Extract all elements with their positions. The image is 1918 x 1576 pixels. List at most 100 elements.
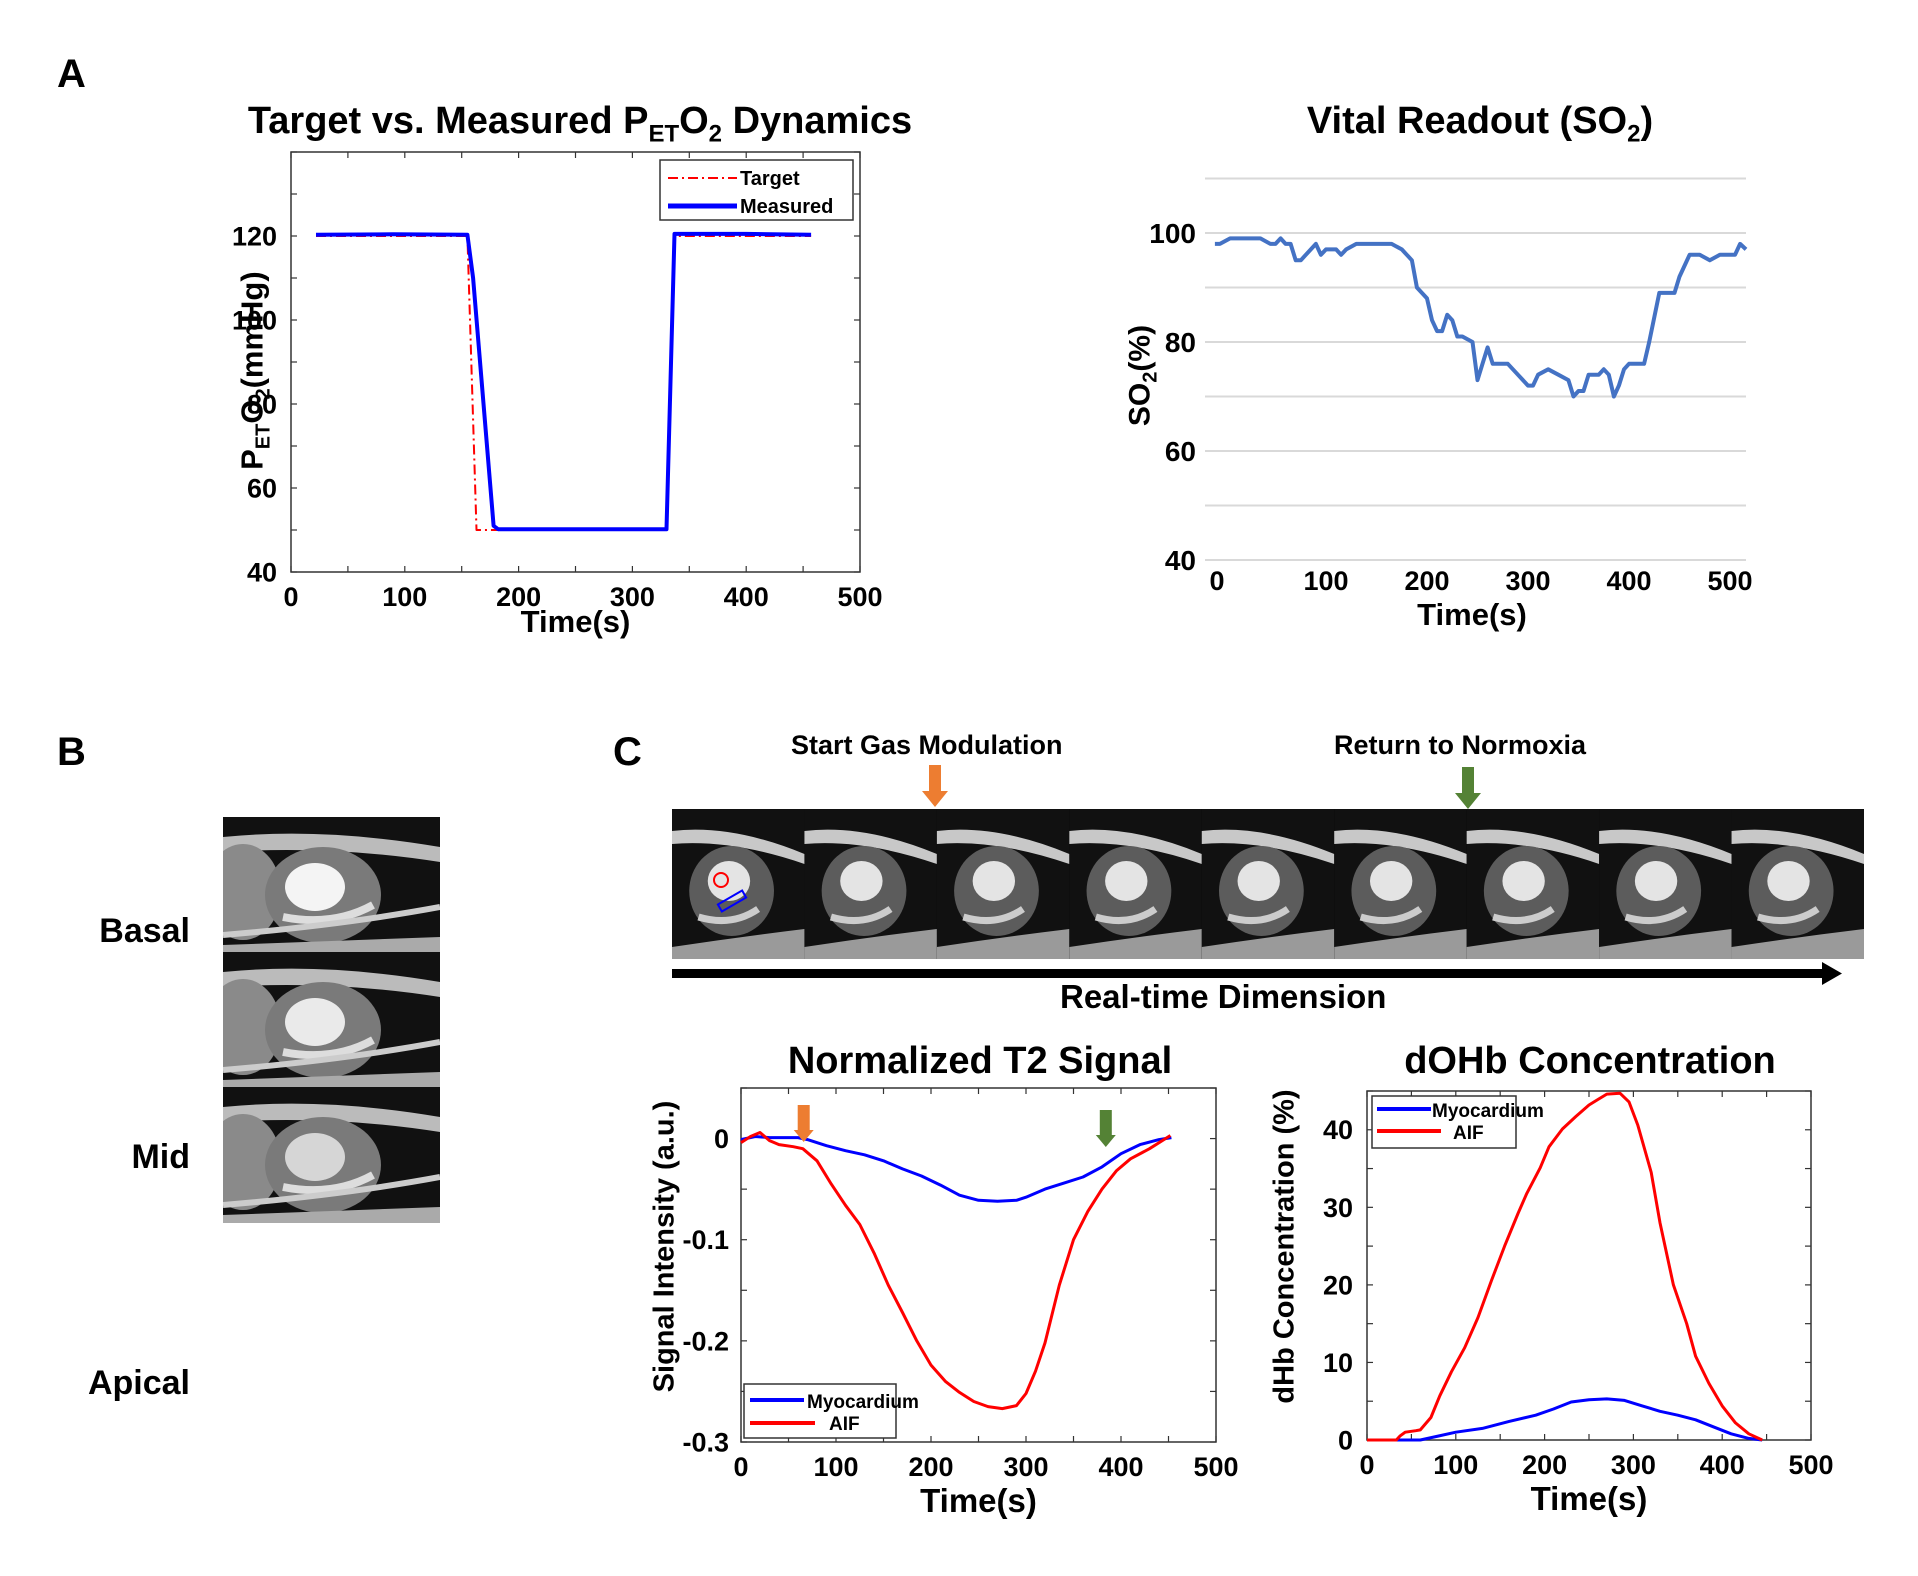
title-sub: ET [648,120,680,148]
legend-label-myocardium: Myocardium [1432,1101,1544,1122]
roi-myocardium-rect [716,889,748,913]
panel-label-a: A [57,52,86,96]
mri-strip-svg [672,809,1864,959]
mri-frame-blood [1767,861,1810,901]
y-tick-label: 30 [1323,1193,1353,1223]
real-time-arrow-icon [672,962,1842,985]
y-tick-label: -0.1 [682,1225,729,1255]
y-tick-label: 60 [1165,436,1196,467]
annotation-return-normoxia: Return to Normoxia [1334,730,1587,760]
series-line-so2 [1214,236,1748,399]
mri-frame-rv [1624,906,1688,925]
x-axis-label: Time(s) [1417,597,1527,632]
panel-label-c: C [613,730,642,774]
green-arrow-head [1095,1135,1116,1147]
mri-blood-pool [285,863,345,911]
mri-frame-blood [972,861,1016,901]
orange-arrow-head [793,1130,814,1142]
mri-lower-tissue [223,1207,440,1223]
legend-box [1371,1095,1517,1149]
y-tick-label: 40 [1165,545,1196,576]
row-label-mid: Mid [131,1138,190,1176]
mri-frame-rv [1227,906,1290,925]
mri-rv [282,1171,375,1195]
mri-frame-lower [1069,929,1202,959]
x-tick-label: 500 [1707,566,1752,596]
x-axis-label: Time(s) [1531,1480,1648,1517]
series-line-measured [315,231,812,532]
title-text: ) [1640,100,1654,142]
x-axis-label: Time(s) [521,604,631,639]
title-text: Vital Readout (SO [1306,100,1628,142]
mri-frame-lower [1466,929,1600,959]
x-tick-label: 400 [1098,1452,1143,1482]
row-label-apical: Apical [87,1364,190,1402]
green-arrow-icon [1099,1110,1112,1136]
mri-frame-rv [1094,906,1158,925]
series-line-aif [740,1131,1172,1411]
x-tick-label: 500 [1193,1452,1238,1482]
y-tick-label: 0 [1338,1425,1353,1455]
chart-peto2: 0 100 200 300 400 500 40 60 80 100 120 Time(s) Targe… [232,151,883,639]
title-sub: 2 [708,120,723,148]
x-tick-label: 200 [1404,566,1449,596]
y-tick-label: -0.3 [682,1427,729,1457]
x-tick-label: 0 [283,582,298,612]
legend-label-aif: AIF [829,1414,860,1435]
x-tick-label: 0 [1209,566,1224,596]
mri-slice-image [223,817,440,1223]
x-axis-label: Time(s) [920,1482,1037,1519]
series-line-myocardium [740,1135,1172,1203]
x-tick-label: 100 [1433,1450,1478,1480]
x-tick-label: 500 [1788,1450,1833,1480]
x-tick-label: 200 [496,582,541,612]
mri-frame-lower [1201,929,1335,959]
x-tick-label: 400 [724,582,769,612]
mri-frame-blood [1369,861,1413,901]
y-tick-label: 40 [1323,1115,1353,1145]
y-tick-label: 20 [1323,1270,1353,1300]
legend-label-aif: AIF [1453,1123,1484,1144]
series-line-target [316,235,812,531]
mri-frame-rv [1492,906,1555,925]
mri-frame-lower [804,929,937,959]
mri-blood-pool [285,998,345,1046]
mri-blood-pool [285,1133,345,1181]
y-tick-label: 10 [1323,1348,1353,1378]
chart-dohb: 0 100 200 300 400 500 0 10 20 30 40 Time(s) Myocardi… [1323,1090,1834,1517]
mri-frame-lower [1334,929,1467,959]
legend-box [659,159,854,221]
mri-chest-wall [223,904,440,938]
y-tick-label: 120 [232,221,277,251]
real-time-caption: Real-time Dimension [1060,978,1387,1015]
y-tick-label: -0.2 [682,1326,729,1356]
series-line-aif [1367,1091,1763,1442]
mri-frame-lower [936,929,1070,959]
mri-frame-strip [672,809,1864,959]
x-tick-label: 300 [1611,1450,1656,1480]
x-tick-label: 200 [1522,1450,1567,1480]
mri-frame-lower [1731,929,1864,959]
y-tick-label: 40 [247,557,277,587]
annotation-start-gas: Start Gas Modulation [791,730,1063,760]
title-text: Dynamics [722,100,913,142]
x-tick-label: 500 [837,582,882,612]
chart-title-so2: Vital Readout (SO2) [1190,100,1770,149]
mri-frame-rv [697,906,761,925]
mri-frame-blood [1634,861,1678,901]
mri-liver [223,1114,281,1210]
mri-rv [282,1036,375,1060]
mri-liver [223,844,281,940]
x-tick-label: 100 [813,1452,858,1482]
x-tick-label: 400 [1700,1450,1745,1480]
chart-title-t2: Normalized T2 Signal [787,1040,1173,1082]
orange-arrow-icon [922,765,948,807]
panel-label-b: B [57,730,86,774]
x-tick-label: 200 [908,1452,953,1482]
chart-t2signal: 0 100 200 300 400 500 -0.3 -0.2 -0.1 0 Time(s) Myoc… [682,1087,1239,1519]
x-tick-label: 400 [1606,566,1651,596]
y-tick-label: 80 [1165,327,1196,358]
x-tick-label: 100 [1303,566,1348,596]
x-tick-label: 0 [733,1452,748,1482]
mri-frame-rv [1757,906,1820,925]
